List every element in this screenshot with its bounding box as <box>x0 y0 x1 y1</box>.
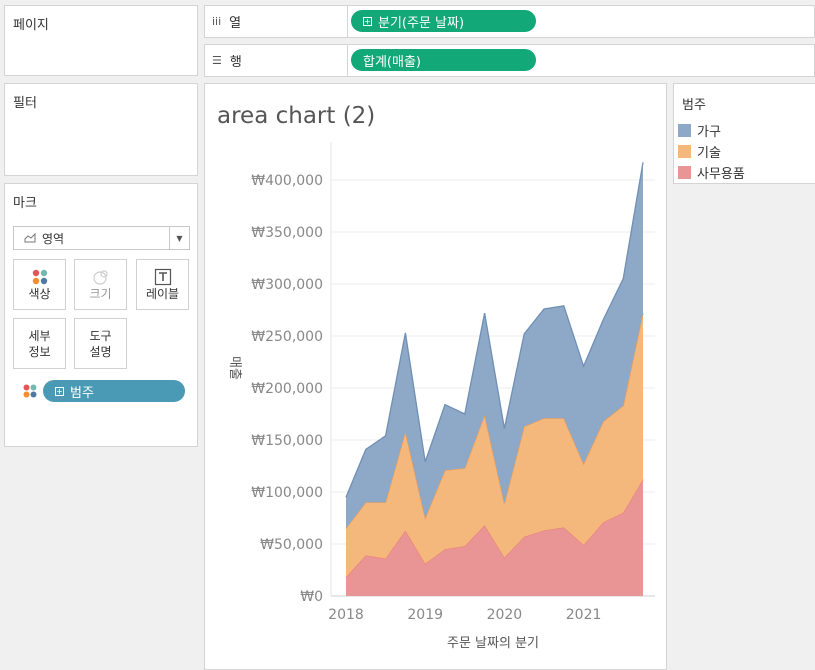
rows-shelf[interactable]: ☰ 행 합계(매출) <box>204 44 815 77</box>
area-series-line <box>345 162 644 498</box>
category-color-pill[interactable]: + 범주 <box>43 380 185 402</box>
legend-swatch <box>678 145 691 158</box>
columns-shelf[interactable]: iii 열 + 분기(주문 날짜) <box>204 5 815 38</box>
y-tick-label: ₩0 <box>300 589 323 605</box>
columns-shelf-label: iii 열 <box>205 6 348 37</box>
area-series <box>346 479 643 596</box>
pages-title: 페이지 <box>13 18 49 33</box>
legend-label: 기술 <box>697 146 721 161</box>
legend-item-office-supplies[interactable]: 사무용품 <box>678 163 745 182</box>
filters-panel[interactable]: 필터 <box>4 83 198 176</box>
y-tick-label: ₩200,000 <box>251 381 323 397</box>
x-tick-label: 2018 <box>328 607 364 623</box>
legend-item-furniture[interactable]: 가구 <box>678 121 721 140</box>
color-dots-icon <box>23 384 37 398</box>
tooltip-button[interactable]: 도구 설명 <box>74 318 127 369</box>
x-tick-label: 2021 <box>566 607 602 623</box>
rows-shelf-label: ☰ 행 <box>205 45 348 76</box>
size-icon <box>92 269 108 285</box>
marks-panel: 마크 영역 ▼ 색상 크기 레이블 세부 정보 도구 설명 <box>4 183 198 447</box>
rows-icon: ☰ <box>212 54 222 67</box>
chart-title: area chart (2) <box>217 103 375 129</box>
chevron-down-icon: ▼ <box>169 227 189 249</box>
size-button-label: 크기 <box>89 286 112 301</box>
detail-button[interactable]: 세부 정보 <box>13 318 66 369</box>
columns-pill[interactable]: + 분기(주문 날짜) <box>351 10 536 32</box>
mark-type-label: 영역 <box>42 231 65 246</box>
y-tick-label: ₩50,000 <box>260 537 323 553</box>
legend-panel: 범주 가구 기술 사무용품 <box>673 83 815 184</box>
legend-swatch <box>678 166 691 179</box>
color-button-label: 색상 <box>28 286 51 301</box>
columns-label: 열 <box>229 16 242 31</box>
legend-swatch <box>678 124 691 137</box>
area-chart[interactable]: area chart (2) ₩0 ₩50,000 ₩100,000 ₩150,000 ₩… <box>205 84 666 669</box>
legend-title: 범주 <box>682 98 706 113</box>
x-tick-label: 2019 <box>407 607 443 623</box>
color-dots-icon <box>32 269 47 284</box>
rows-label: 행 <box>229 55 242 70</box>
text-label-icon <box>154 268 171 285</box>
y-axis-title: 매출 <box>227 356 242 380</box>
columns-pill-label: 분기(주문 날짜) <box>378 15 465 31</box>
area-series <box>346 313 643 578</box>
x-tick-label: 2020 <box>487 607 523 623</box>
columns-icon: iii <box>212 15 222 28</box>
legend-label: 사무용품 <box>697 167 745 182</box>
rows-pill[interactable]: 합계(매출) <box>351 49 536 71</box>
size-button[interactable]: 크기 <box>74 259 127 310</box>
tooltip-button-label: 도구 설명 <box>89 328 112 359</box>
marks-title: 마크 <box>13 196 37 211</box>
x-axis-title: 주문 날짜의 분기 <box>447 636 539 651</box>
expand-plus-icon: + <box>363 16 372 26</box>
legend-label: 가구 <box>697 125 721 140</box>
label-button-label: 레이블 <box>145 286 180 301</box>
area-mark-icon <box>24 233 36 243</box>
pages-panel[interactable]: 페이지 <box>4 5 198 76</box>
detail-button-label: 세부 정보 <box>28 328 51 359</box>
rows-pill-label: 합계(매출) <box>363 54 421 70</box>
y-tick-label: ₩300,000 <box>251 277 323 293</box>
legend-item-technology[interactable]: 기술 <box>678 142 721 161</box>
expand-plus-icon: + <box>55 386 64 396</box>
category-pill-label: 범주 <box>70 385 94 401</box>
y-tick-label: ₩100,000 <box>251 485 323 501</box>
y-tick-label: ₩400,000 <box>251 173 323 189</box>
y-tick-label: ₩150,000 <box>251 433 323 449</box>
filters-title: 필터 <box>13 96 37 111</box>
mark-type-dropdown[interactable]: 영역 ▼ <box>13 226 190 250</box>
color-button[interactable]: 색상 <box>13 259 66 310</box>
y-tick-label: ₩250,000 <box>251 329 323 345</box>
area-series <box>346 162 643 529</box>
label-button[interactable]: 레이블 <box>136 259 189 310</box>
y-tick-label: ₩350,000 <box>251 225 323 241</box>
chart-panel: area chart (2) ₩0 ₩50,000 ₩100,000 ₩150,000 ₩… <box>204 83 667 670</box>
